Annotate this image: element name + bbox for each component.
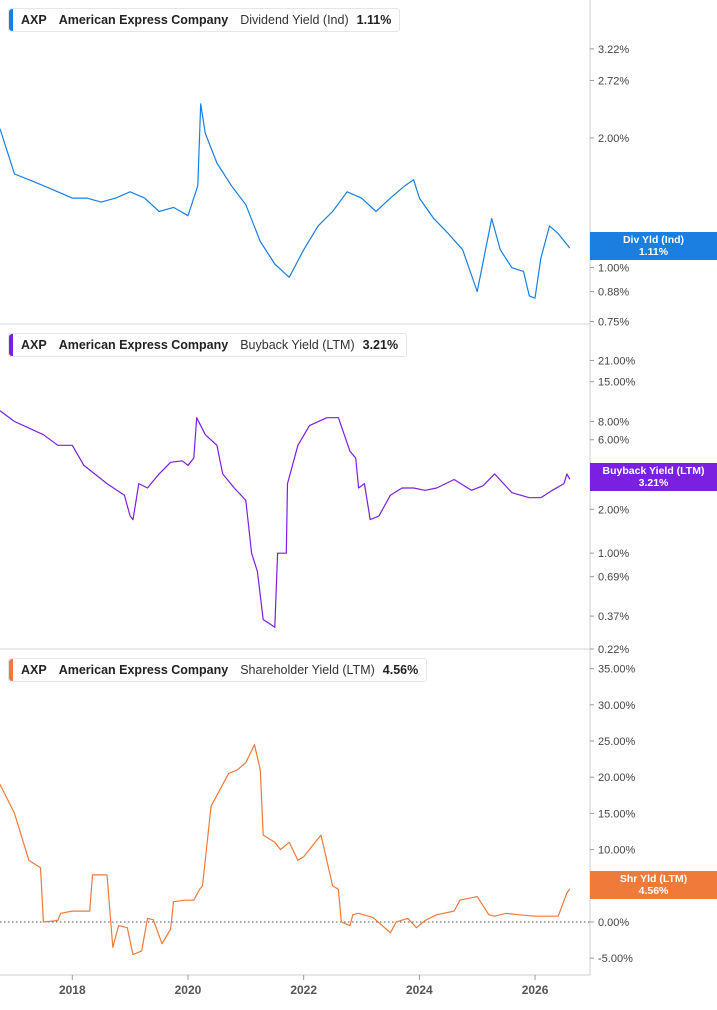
y-tick-label: 1.00%: [598, 548, 629, 560]
current-value-badge-buyback-yield: Buyback Yield (LTM) 3.21%: [590, 463, 717, 491]
panel-separators: [0, 0, 591, 975]
metric-value: 1.11%: [356, 13, 392, 27]
company-name: American Express Company: [58, 663, 229, 677]
series-layer: [0, 103, 571, 956]
y-tick-label: 35.00%: [598, 664, 636, 676]
y-tick-label: 21.00%: [598, 355, 636, 367]
y-tick-label: 3.22%: [598, 44, 629, 56]
metric-name: Dividend Yield (Ind): [240, 13, 349, 27]
y-tick-label: 10.00%: [598, 845, 636, 857]
series-color-marker: [9, 334, 13, 356]
series-line-1: [0, 410, 571, 628]
y-tick-label: 0.69%: [598, 572, 629, 584]
x-tick-label: 2026: [522, 983, 549, 997]
y-tick-label: 0.75%: [598, 316, 629, 328]
ticker-label: AXP: [21, 663, 47, 677]
y-tick-label: 0.37%: [598, 611, 629, 623]
metric-name: Shareholder Yield (LTM): [240, 663, 375, 677]
y-axes: 3.22% 2.72% 2.00% 1.00% 0.88% 0.75% 21.00% 15.0…: [590, 44, 636, 965]
company-name: American Express Company: [58, 338, 229, 352]
series-color-marker: [9, 659, 13, 681]
metric-value: 4.56%: [382, 663, 419, 677]
series-color-marker: [9, 9, 13, 31]
y-tick-label: 6.00%: [598, 435, 629, 447]
metric-value: 3.21%: [362, 338, 399, 352]
y-tick-label: 8.00%: [598, 417, 629, 429]
y-tick-label: 15.00%: [598, 377, 636, 389]
y-tick-label: 2.00%: [598, 504, 629, 516]
x-axis: 2018 2020 2022 2024 2026: [0, 974, 590, 997]
current-value-badge-shareholder-yield: Shr Yld (LTM) 4.56%: [590, 871, 717, 899]
series-line-0: [0, 103, 571, 299]
y-tick-label: 0.22%: [598, 644, 629, 656]
badge-value: 3.21%: [638, 477, 669, 489]
panel-header-shareholder-yield: AXP American Express Company Shareholder…: [8, 658, 428, 682]
badge-value: 4.56%: [638, 885, 669, 897]
badge-label: Shr Yld (LTM): [619, 873, 688, 885]
panel-header-dividend-yield: AXP American Express Company Dividend Yi…: [8, 8, 401, 32]
company-name: American Express Company: [58, 13, 229, 27]
y-tick-label: 2.72%: [598, 75, 629, 87]
badge-value: 1.11%: [638, 246, 669, 258]
metric-name: Buyback Yield (LTM): [240, 338, 355, 352]
series-line-2: [0, 743, 571, 956]
x-tick-label: 2018: [59, 983, 86, 997]
ticker-label: AXP: [21, 13, 47, 27]
y-tick-label: 25.00%: [598, 736, 636, 748]
ticker-label: AXP: [21, 338, 47, 352]
y-tick-label: 2.00%: [598, 133, 629, 145]
y-tick-label: 30.00%: [598, 700, 636, 712]
badge-label: Buyback Yield (LTM): [602, 465, 705, 477]
y-tick-label: 20.00%: [598, 772, 636, 784]
y-tick-label: 0.00%: [598, 917, 629, 929]
y-tick-label: 0.88%: [598, 287, 629, 299]
panel-header-buyback-yield: AXP American Express Company Buyback Yie…: [8, 333, 408, 357]
x-tick-label: 2024: [406, 983, 433, 997]
y-tick-label: 15.00%: [598, 808, 636, 820]
x-tick-label: 2022: [290, 983, 317, 997]
x-tick-label: 2020: [175, 983, 202, 997]
y-tick-label: -5.00%: [598, 953, 633, 965]
y-tick-label: 1.00%: [598, 263, 629, 275]
badge-label: Div Yld (Ind): [622, 234, 685, 246]
current-value-badge-dividend-yield: Div Yld (Ind) 1.11%: [590, 232, 717, 260]
